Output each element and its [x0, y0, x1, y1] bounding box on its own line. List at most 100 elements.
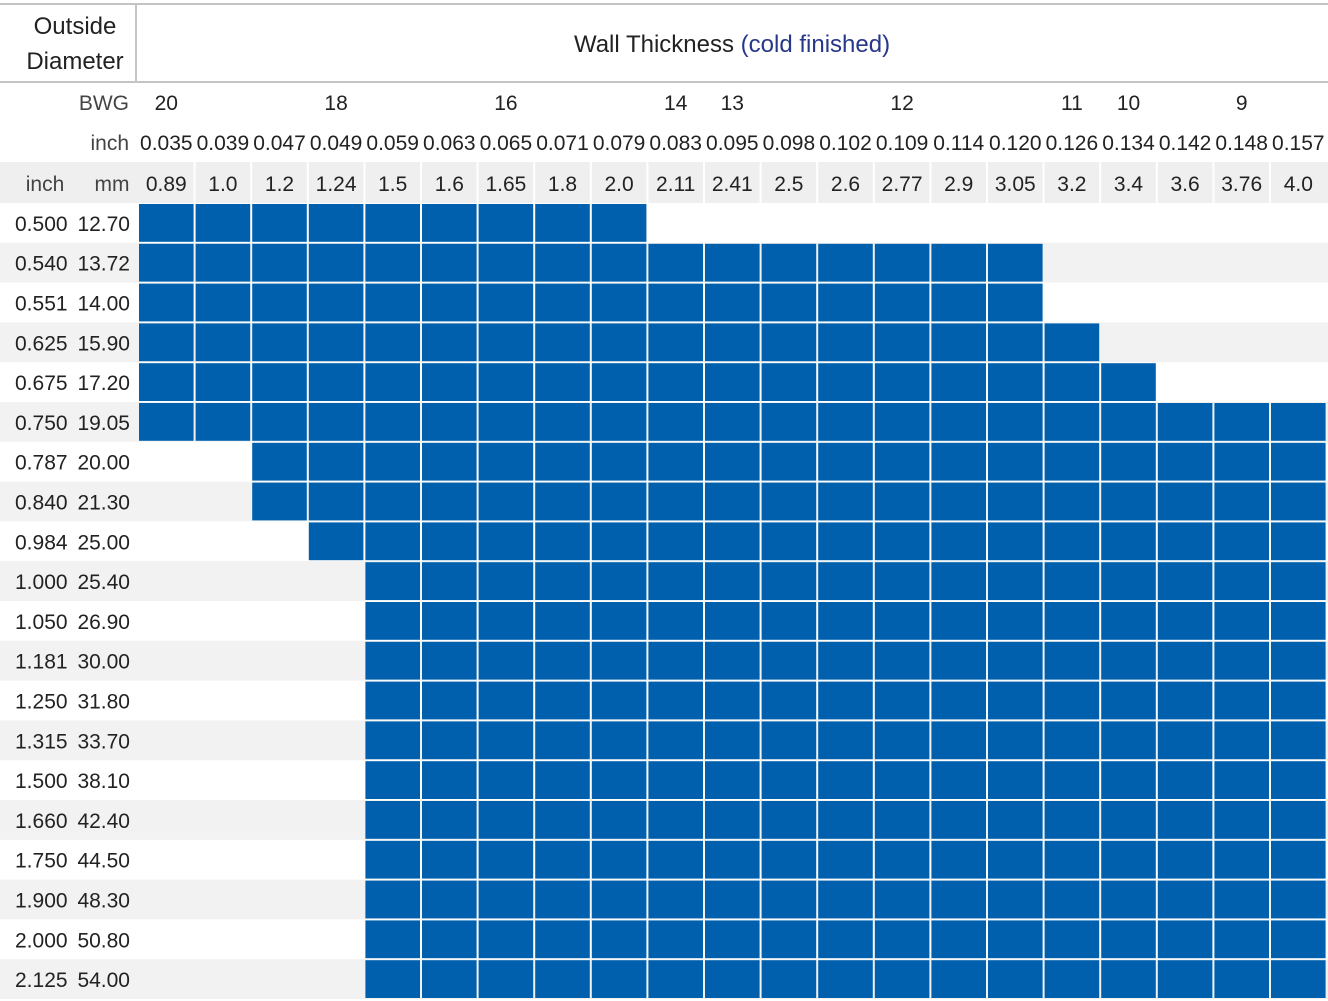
od-mm-label: 26.90 [77, 611, 130, 634]
availability-cell [818, 323, 873, 362]
availability-cell [1271, 721, 1326, 760]
wall-inch-label: 0.083 [649, 132, 702, 155]
availability-cell [535, 602, 590, 640]
chart-title-note: (cold finished) [741, 31, 890, 58]
availability-cell [252, 363, 307, 401]
availability-cell [648, 801, 703, 839]
availability-cell [648, 761, 703, 799]
wall-mm-label: 1.24 [316, 173, 357, 196]
availability-cell [535, 283, 590, 322]
availability-cell [931, 363, 986, 401]
availability-cell [818, 243, 873, 282]
availability-cell [308, 323, 364, 362]
availability-cell [591, 323, 647, 362]
availability-cell [874, 801, 930, 839]
availability-cell [705, 721, 760, 760]
availability-cell [705, 920, 760, 959]
availability-cell [478, 243, 534, 282]
availability-cell [478, 761, 534, 799]
availability-cell [535, 204, 590, 242]
od-mm-label: 50.80 [77, 929, 130, 952]
availability-cell [478, 522, 534, 561]
availability-cell [591, 403, 647, 441]
availability-cell [1044, 681, 1100, 720]
availability-cell [761, 403, 817, 441]
wall-mm-label: 4.0 [1284, 173, 1313, 196]
availability-cell [422, 602, 477, 640]
availability-cell [874, 562, 930, 600]
availability-cell [422, 641, 477, 680]
availability-cell [478, 641, 534, 680]
availability-cell [535, 323, 590, 362]
availability-cell [1101, 721, 1156, 760]
availability-cell [874, 920, 930, 959]
od-mm-label: 15.90 [77, 332, 130, 355]
availability-cell [478, 562, 534, 600]
od-mm-header: mm [95, 173, 130, 196]
availability-cell [1044, 801, 1100, 839]
wall-mm-label: 2.11 [656, 173, 695, 196]
availability-cell [1214, 403, 1269, 441]
availability-cell [478, 880, 534, 919]
availability-cell [195, 323, 251, 362]
availability-cell [761, 363, 817, 401]
wall-mm-label: 2.0 [604, 173, 633, 196]
wall-inch-label: 0.079 [593, 132, 646, 155]
availability-cell [1271, 522, 1326, 561]
wall-inch-label: 0.063 [423, 132, 476, 155]
availability-cell [705, 363, 760, 401]
wall-inch-label: 0.142 [1159, 132, 1212, 155]
availability-cell [591, 681, 647, 720]
availability-cell [705, 960, 760, 998]
availability-cell [308, 283, 364, 322]
availability-cell [648, 880, 703, 919]
availability-cell [1271, 641, 1326, 680]
availability-cell [535, 243, 590, 282]
od-inch-label: 0.625 [15, 332, 68, 355]
od-inch-label: 2.000 [15, 929, 68, 952]
availability-cell [988, 761, 1043, 799]
availability-cell [931, 641, 986, 680]
availability-cell [931, 323, 986, 362]
availability-cell [591, 801, 647, 839]
availability-cell [422, 880, 477, 919]
availability-cell [705, 681, 760, 720]
wall-inch-label: 0.049 [310, 132, 363, 155]
inch-row-label: inch [90, 132, 129, 155]
availability-cell [761, 801, 817, 839]
availability-cell [874, 840, 930, 879]
availability-cell [874, 243, 930, 282]
availability-cell [705, 840, 760, 879]
od-inch-label: 1.750 [15, 850, 68, 873]
wall-inch-label: 0.157 [1272, 132, 1325, 155]
availability-cell [308, 243, 364, 282]
availability-cell [1157, 641, 1213, 680]
availability-cell [139, 204, 194, 242]
availability-cell [818, 522, 873, 561]
availability-cell [988, 522, 1043, 561]
availability-cell [818, 641, 873, 680]
od-inch-label: 0.551 [15, 293, 68, 316]
availability-cell [1214, 602, 1269, 640]
availability-cell [818, 403, 873, 441]
wall-inch-label: 0.039 [197, 132, 250, 155]
availability-cell [1157, 562, 1213, 600]
wall-inch-label: 0.035 [140, 132, 193, 155]
availability-cell [988, 840, 1043, 879]
availability-cell [1157, 442, 1213, 481]
availability-cell [818, 840, 873, 879]
availability-cell [591, 641, 647, 680]
availability-cell [1157, 920, 1213, 959]
availability-cell [365, 442, 420, 481]
availability-cell [988, 363, 1043, 401]
availability-cell [1044, 482, 1100, 521]
availability-cell [1044, 602, 1100, 640]
availability-cell [591, 283, 647, 322]
wall-mm-label: 2.77 [882, 173, 923, 196]
availability-cell [535, 363, 590, 401]
availability-cell [1157, 681, 1213, 720]
wall-mm-label: 3.76 [1221, 173, 1262, 196]
availability-cell [195, 283, 251, 322]
availability-cell [818, 920, 873, 959]
availability-cell [1044, 363, 1100, 401]
